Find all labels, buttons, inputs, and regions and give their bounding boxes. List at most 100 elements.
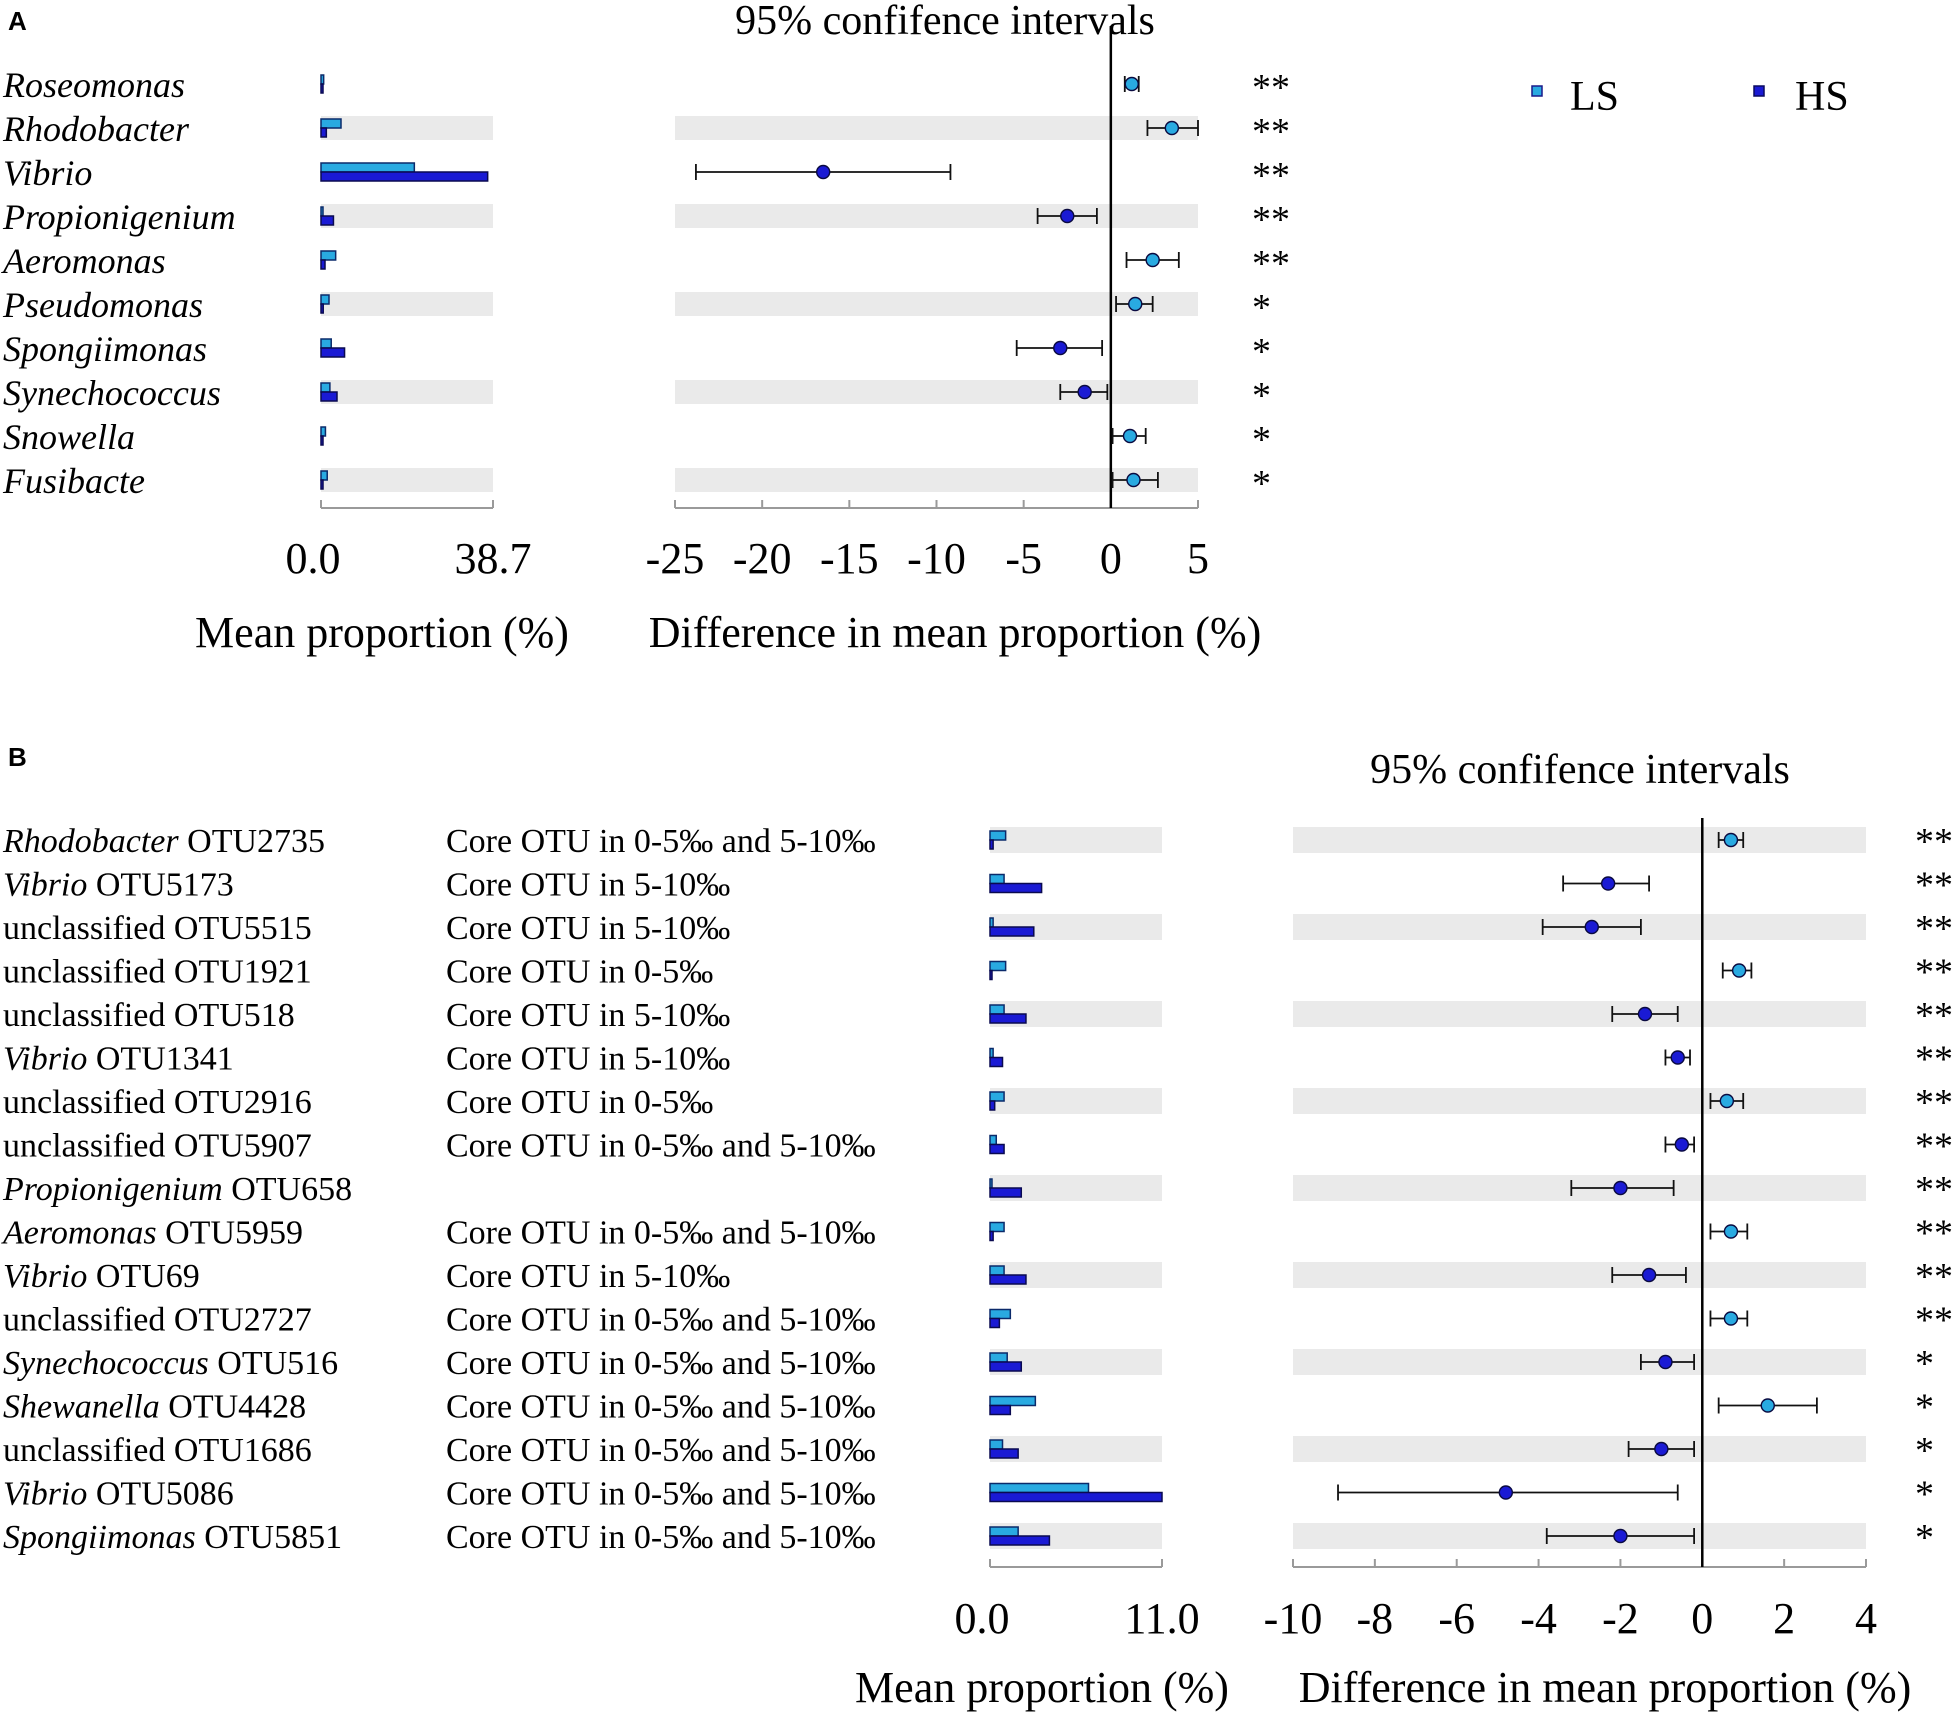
hs-bar	[989, 1187, 1023, 1198]
row-label: unclassified OTU1921	[3, 954, 312, 991]
bar-tick-label: 38.7	[455, 534, 532, 583]
row-label: Spongiimonas	[3, 329, 207, 369]
hs-bar	[989, 1361, 1023, 1372]
diff-point	[1654, 1441, 1669, 1457]
row-band	[675, 380, 1198, 404]
row-genus: unclassified	[3, 910, 165, 947]
row-core-label: Core OTU in 0-5‰ and 5-10‰	[446, 1432, 876, 1469]
diff-point	[1498, 1485, 1514, 1500]
ls-bar	[320, 338, 332, 349]
ls-bar	[320, 470, 328, 481]
hs-bar	[320, 171, 489, 182]
row-genus: Vibrio	[3, 1041, 87, 1078]
row-core-label: Core OTU in 0-5‰	[446, 1084, 713, 1121]
row-genus: Spongiimonas	[3, 1519, 196, 1556]
diff-point	[1658, 1354, 1673, 1370]
significance-marker: **	[1915, 1039, 1953, 1081]
row-core-label: Core OTU in 0-5‰ and 5-10‰	[446, 1128, 876, 1165]
row-band	[1293, 1436, 1866, 1462]
diff-point	[1674, 1137, 1690, 1152]
diff-tick-label: -20	[733, 534, 792, 583]
significance-marker: *	[1252, 375, 1271, 417]
ls-bar	[989, 1265, 1005, 1276]
row-band	[675, 116, 1198, 140]
ls-bar	[320, 206, 324, 217]
significance-marker: *	[1915, 1517, 1934, 1559]
row-otu: OTU5515	[165, 910, 311, 947]
diff-point	[1128, 296, 1143, 312]
row-otu: OTU1921	[165, 954, 311, 991]
row-otu: OTU5173	[87, 867, 233, 904]
diff-tick-label: 0	[1691, 1594, 1713, 1643]
row-label: unclassified OTU5515	[3, 910, 312, 947]
row-label: unclassified OTU2727	[3, 1302, 312, 1339]
significance-marker: *	[1252, 331, 1271, 373]
hs-bar	[989, 1274, 1027, 1285]
hs-bar	[989, 926, 1035, 937]
ls-bar	[989, 960, 1007, 972]
significance-marker: **	[1915, 952, 1953, 994]
diff-tick-label: 2	[1773, 1594, 1795, 1643]
diff-tick-label: -6	[1438, 1594, 1475, 1643]
ls-bar	[320, 162, 416, 173]
row-core-label: Core OTU in 5-10‰	[446, 867, 730, 904]
significance-marker: **	[1252, 199, 1290, 241]
significance-marker: *	[1915, 1343, 1934, 1385]
hs-bar	[320, 347, 346, 358]
row-genus: Vibrio	[3, 1476, 87, 1513]
diff-point	[1670, 1050, 1685, 1065]
diff-point	[1760, 1398, 1775, 1413]
row-label: Aeromonas OTU5959	[1, 1215, 303, 1252]
hs-bar	[989, 1013, 1027, 1024]
significance-marker: *	[1915, 1474, 1934, 1516]
row-label: Vibrio OTU5086	[3, 1476, 234, 1513]
significance-marker: *	[1915, 1387, 1934, 1429]
row-otu: OTU658	[223, 1171, 352, 1208]
row-band	[1293, 1349, 1866, 1375]
ls-bar	[989, 873, 1005, 885]
row-label: Shewanella OTU4428	[3, 1389, 306, 1426]
row-genus: unclassified	[3, 1128, 165, 1165]
diff-tick-label: -8	[1357, 1594, 1394, 1643]
row-band	[1293, 1088, 1866, 1114]
row-genus: unclassified	[3, 997, 165, 1034]
panel-a-letter: A	[8, 6, 27, 36]
row-genus: unclassified	[3, 1084, 165, 1121]
row-label: unclassified OTU518	[3, 997, 295, 1034]
row-label: Rhodobacter OTU2735	[2, 823, 325, 860]
diff-point	[1126, 472, 1141, 488]
hs-bar	[320, 215, 335, 226]
significance-marker: *	[1915, 1430, 1934, 1472]
row-label: unclassified OTU5907	[3, 1128, 312, 1165]
hs-bar	[989, 1491, 1163, 1503]
ls-bar	[989, 1004, 1005, 1015]
significance-marker: **	[1915, 1126, 1953, 1168]
panel-a-diff-xlabel: Difference in mean proportion (%)	[649, 608, 1262, 657]
row-genus: Aeromonas	[1, 1215, 157, 1252]
diff-point	[815, 164, 831, 180]
row-otu: OTU516	[209, 1345, 338, 1382]
significance-marker: **	[1915, 1169, 1953, 1211]
row-core-label: Core OTU in 5-10‰	[446, 1041, 730, 1078]
row-label: Vibrio OTU1341	[3, 1041, 234, 1078]
significance-marker: **	[1252, 155, 1290, 197]
significance-marker: **	[1915, 1300, 1953, 1342]
diff-tick-label: -2	[1602, 1594, 1639, 1643]
diff-point	[1077, 384, 1092, 400]
diff-point	[1731, 963, 1747, 978]
row-label: Spongiimonas OTU5851	[3, 1519, 342, 1556]
panel-b-diff-xlabel: Difference in mean proportion (%)	[1299, 1663, 1912, 1712]
significance-marker: **	[1252, 67, 1290, 109]
row-otu: OTU5851	[196, 1519, 342, 1556]
row-band	[321, 380, 493, 404]
row-genus: Vibrio	[3, 1258, 87, 1295]
significance-marker: **	[1915, 1213, 1953, 1255]
diff-tick-label: 5	[1187, 534, 1209, 583]
hs-bar	[989, 1100, 996, 1111]
ls-bar	[320, 294, 330, 305]
panel-b-bar-xlabel: Mean proportion (%)	[855, 1663, 1229, 1712]
diff-tick-label: -25	[646, 534, 705, 583]
ls-bar	[989, 1352, 1008, 1363]
row-core-label: Core OTU in 0-5‰ and 5-10‰	[446, 1389, 876, 1426]
significance-marker: **	[1915, 821, 1953, 863]
